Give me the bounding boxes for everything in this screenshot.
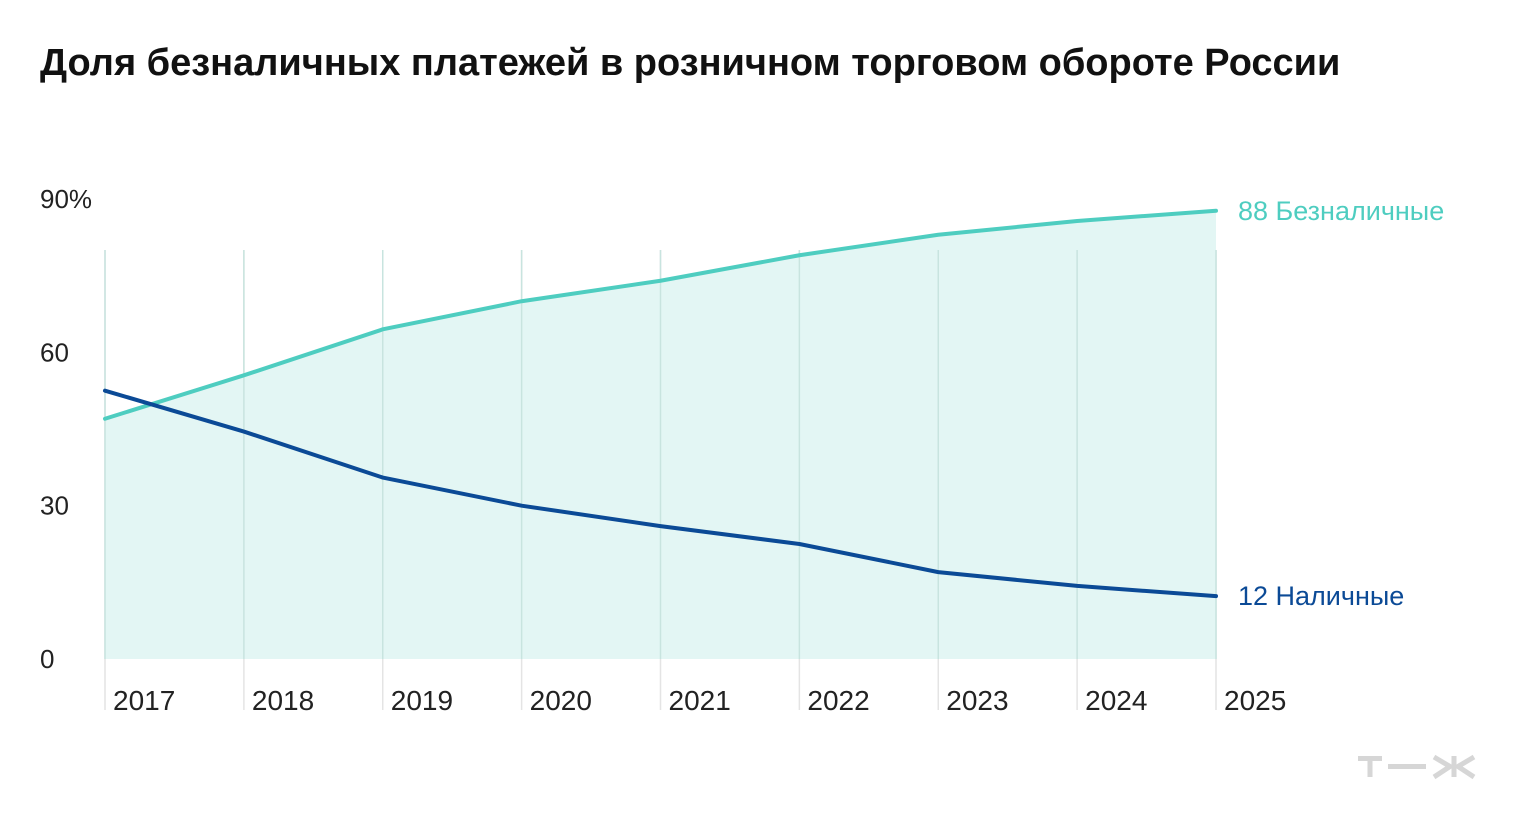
x-tick-2017: 2017 bbox=[113, 685, 175, 716]
x-tick-2024: 2024 bbox=[1085, 685, 1147, 716]
y-tick-60: 60 bbox=[40, 337, 69, 367]
x-axis-ticks: 2017 2018 2019 2020 2021 2022 2023 2024 2025 bbox=[113, 685, 1286, 716]
end-label-0: 88 Безналичные bbox=[1238, 196, 1444, 226]
series-lines bbox=[103, 208, 1218, 599]
x-tick-2025: 2025 bbox=[1224, 685, 1286, 716]
x-tick-2019: 2019 bbox=[391, 685, 453, 716]
end-label-1: 12 Наличные bbox=[1238, 581, 1404, 611]
series-line-0 bbox=[103, 208, 1218, 421]
chart-title: Доля безналичных платежей в розничном то… bbox=[40, 42, 1341, 84]
tzh-logo bbox=[1358, 754, 1476, 780]
series-line-1 bbox=[103, 388, 1218, 599]
y-tick-0: 0 bbox=[40, 644, 54, 674]
x-tick-2022: 2022 bbox=[807, 685, 869, 716]
x-tick-2020: 2020 bbox=[530, 685, 592, 716]
y-tick-30: 30 bbox=[40, 491, 69, 521]
x-tick-2023: 2023 bbox=[946, 685, 1008, 716]
y-axis-ticks: 0 30 60 90% bbox=[40, 184, 92, 674]
end-labels: 88 Безналичные 12 Наличные bbox=[1238, 196, 1444, 611]
x-tick-2021: 2021 bbox=[669, 685, 731, 716]
x-tick-2018: 2018 bbox=[252, 685, 314, 716]
gridlines-overlay bbox=[104, 250, 1217, 659]
y-tick-90: 90% bbox=[40, 184, 92, 214]
